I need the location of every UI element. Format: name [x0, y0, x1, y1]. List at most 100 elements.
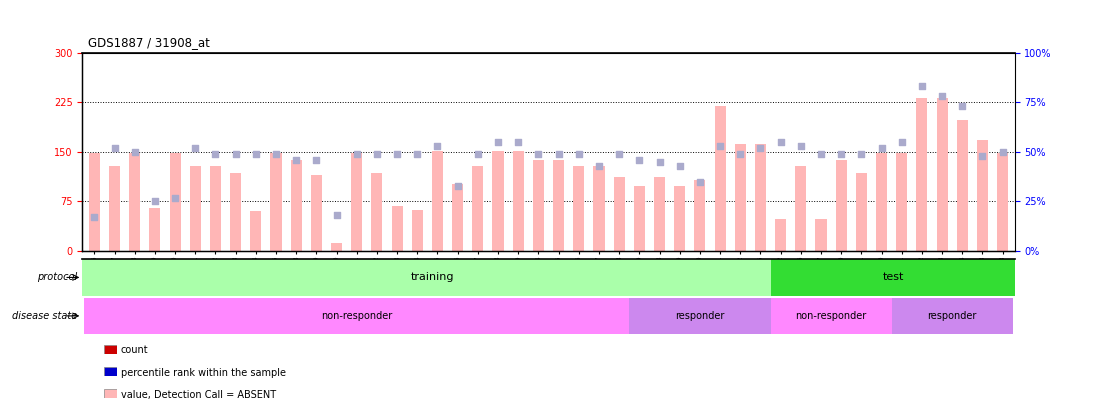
Text: protocol: protocol — [36, 273, 77, 282]
Bar — [977, 140, 988, 251]
Point — [873, 145, 891, 151]
Point — [429, 143, 446, 149]
Point — [751, 145, 769, 151]
Point — [772, 139, 790, 145]
Point — [994, 149, 1011, 155]
Bar — [714, 106, 725, 251]
Bar — [795, 166, 806, 251]
Bar — [392, 206, 403, 251]
Point — [126, 149, 144, 155]
Text: test: test — [883, 273, 904, 282]
Bar — [129, 153, 140, 251]
Bar — [574, 166, 585, 251]
Point — [631, 157, 648, 163]
Point — [206, 151, 224, 157]
Point — [470, 151, 487, 157]
Bar — [533, 160, 544, 251]
Bar — [411, 210, 422, 251]
Point — [833, 151, 850, 157]
Point — [449, 182, 466, 189]
Bar — [452, 183, 463, 251]
Bar — [770, 259, 1015, 296]
Point — [146, 198, 163, 205]
Bar — [892, 298, 1013, 334]
Bar — [630, 298, 770, 334]
Bar — [432, 151, 443, 251]
Bar — [613, 177, 624, 251]
Bar — [755, 144, 766, 251]
Bar — [351, 153, 362, 251]
Text: value, Detection Call = ABSENT: value, Detection Call = ABSENT — [121, 390, 275, 400]
Bar — [675, 186, 686, 251]
Point — [711, 143, 728, 149]
Bar — [694, 180, 705, 251]
Text: count: count — [121, 345, 148, 355]
Bar — [937, 98, 948, 251]
Point — [408, 151, 426, 157]
Bar — [109, 166, 120, 251]
Bar — [916, 98, 927, 251]
Point — [610, 151, 627, 157]
Bar — [331, 243, 342, 251]
Bar — [493, 151, 504, 251]
Bar — [291, 160, 302, 251]
Point — [671, 162, 689, 169]
Bar — [836, 160, 847, 251]
Bar — [553, 160, 564, 251]
Text: percentile rank within the sample: percentile rank within the sample — [121, 368, 285, 377]
Point — [550, 151, 567, 157]
Point — [893, 139, 911, 145]
Point — [974, 153, 992, 159]
Point — [307, 157, 325, 163]
Text: responder: responder — [675, 311, 724, 321]
Bar — [776, 220, 787, 251]
Point — [86, 214, 103, 221]
Point — [227, 151, 245, 157]
Point — [913, 83, 930, 90]
Bar — [190, 166, 201, 251]
Point — [328, 212, 346, 219]
Point — [530, 151, 547, 157]
Point — [651, 158, 668, 165]
Bar — [250, 211, 261, 251]
Text: disease state: disease state — [12, 311, 77, 321]
Point — [852, 151, 870, 157]
Bar — [896, 153, 907, 251]
Point — [369, 151, 386, 157]
Point — [247, 151, 264, 157]
Bar — [593, 166, 604, 251]
Bar — [654, 177, 665, 251]
Point — [509, 139, 527, 145]
Bar — [815, 220, 826, 251]
Bar — [210, 166, 220, 251]
Bar — [957, 120, 968, 251]
Bar — [770, 298, 892, 334]
Bar — [735, 144, 746, 251]
Point — [268, 151, 285, 157]
Point — [792, 143, 810, 149]
Point — [732, 151, 749, 157]
Text: responder: responder — [927, 311, 976, 321]
Point — [167, 194, 184, 201]
Bar — [473, 166, 484, 251]
Text: GDS1887 / 31908_at: GDS1887 / 31908_at — [88, 36, 210, 49]
Bar — [89, 153, 100, 251]
Bar — [149, 208, 160, 251]
Bar — [634, 186, 645, 251]
Point — [186, 145, 204, 151]
Text: training: training — [410, 273, 454, 282]
Point — [934, 93, 951, 100]
Bar — [372, 173, 383, 251]
Bar — [230, 173, 241, 251]
Point — [105, 145, 123, 151]
Text: non-responder: non-responder — [795, 311, 867, 321]
Bar — [82, 259, 770, 296]
Bar — [170, 153, 181, 251]
Bar — [856, 173, 867, 251]
Point — [812, 151, 829, 157]
Point — [388, 151, 406, 157]
Point — [348, 151, 365, 157]
Point — [570, 151, 588, 157]
Point — [953, 103, 971, 109]
Bar — [512, 151, 523, 251]
